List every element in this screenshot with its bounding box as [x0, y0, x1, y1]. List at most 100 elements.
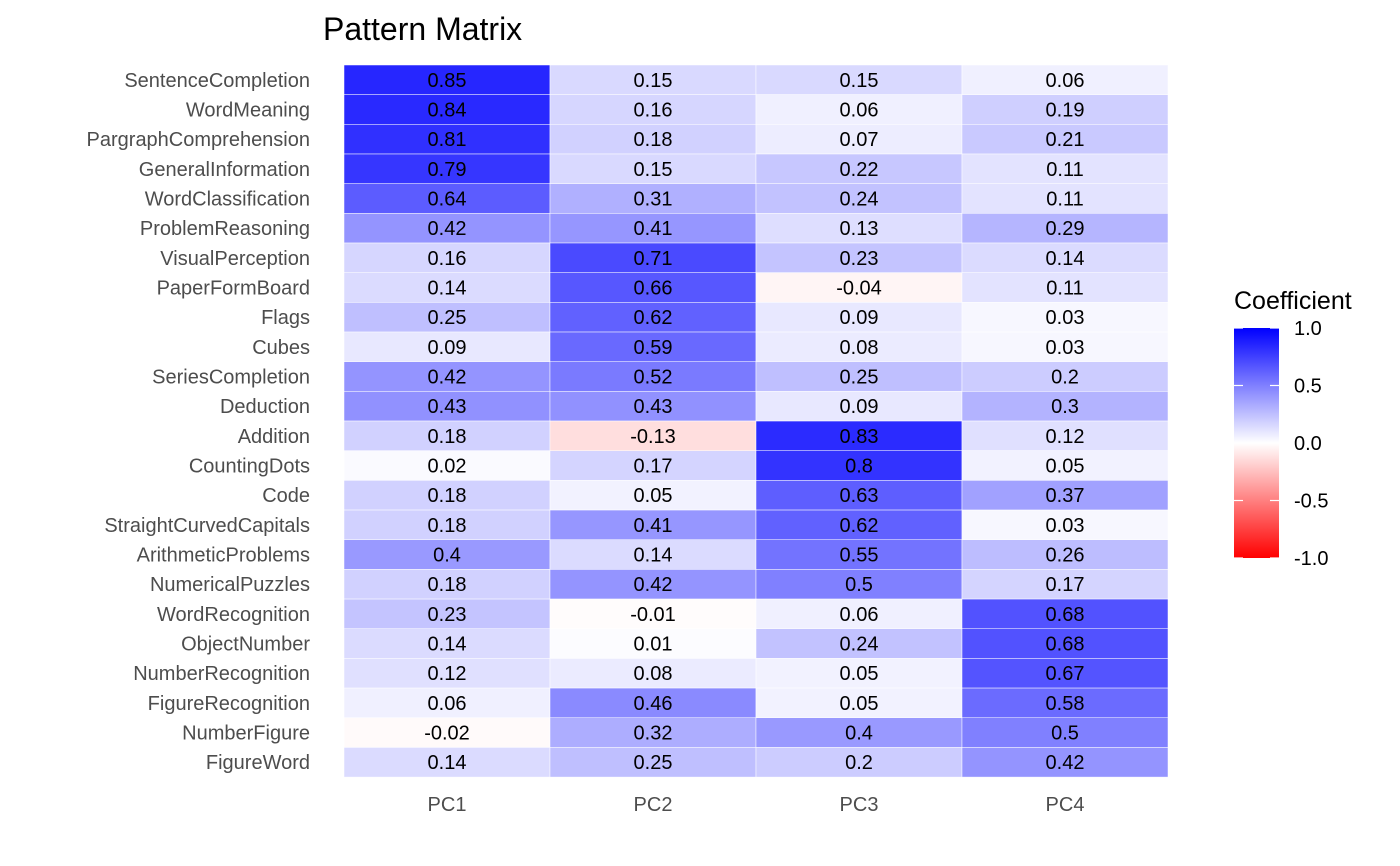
heatmap-cell: [343, 628, 551, 659]
cell-value-label: 0.25: [840, 367, 879, 389]
cell-value-label: 0.68: [1046, 604, 1085, 626]
heatmap-cell: [549, 183, 757, 214]
cell-value-label: 0.15: [634, 159, 673, 181]
cell-value-label: 0.41: [634, 218, 673, 240]
heatmap-cell: [343, 213, 551, 244]
heatmap-cell: [549, 628, 757, 659]
cell-value-label: 0.31: [634, 189, 673, 211]
cell-value-label: 0.4: [845, 723, 873, 745]
cell-value-label: 0.29: [1046, 218, 1085, 240]
cell-value-label: 0.08: [634, 663, 673, 685]
cell-value-label: 0.79: [428, 159, 467, 181]
y-axis-tick-label: FigureRecognition: [148, 693, 310, 715]
heatmap-cell: [755, 539, 963, 570]
cell-value-label: 0.08: [840, 337, 879, 359]
cell-value-label: 0.03: [1046, 307, 1085, 329]
y-axis-tick-label: PaperFormBoard: [157, 278, 310, 300]
cell-value-label: 0.18: [428, 426, 467, 448]
cell-value-label: 0.4: [433, 545, 461, 567]
heatmap-cell: [549, 747, 757, 778]
x-axis-tick-label: PC1: [428, 794, 467, 816]
cell-value-label: 0.24: [840, 634, 879, 656]
y-axis-tick-label: SeriesCompletion: [152, 367, 310, 389]
heatmap-cell: [549, 539, 757, 570]
heatmap-cell: [961, 717, 1169, 748]
cell-value-label: 0.17: [634, 456, 673, 478]
y-axis-tick-label: Flags: [261, 307, 310, 329]
cell-value-label: 0.11: [1046, 189, 1083, 211]
cell-value-label: -0.04: [836, 278, 882, 300]
heatmap-cell: [343, 480, 551, 511]
cell-value-label: 0.11: [1046, 278, 1083, 300]
y-axis-tick-label: WordMeaning: [186, 100, 310, 122]
heatmap-cell: [549, 213, 757, 244]
heatmap-cell: [755, 628, 963, 659]
cell-value-label: 0.58: [1046, 693, 1085, 715]
cell-value-label: 0.42: [428, 218, 467, 240]
y-axis-tick-label: Deduction: [220, 396, 310, 418]
cell-value-label: 0.09: [840, 307, 879, 329]
heatmap-cell: [549, 687, 757, 718]
cell-value-label: 0.83: [840, 426, 879, 448]
cell-value-label: 0.42: [428, 367, 467, 389]
heatmap-cell: [549, 569, 757, 600]
cell-value-label: 0.22: [840, 159, 879, 181]
cell-value-label: 0.18: [428, 515, 467, 537]
cell-value-label: 0.07: [840, 129, 879, 151]
cell-value-label: 0.68: [1046, 634, 1085, 656]
heatmap-cell: [755, 391, 963, 422]
cell-value-label: 0.84: [428, 100, 467, 122]
heatmap-cell: [961, 628, 1169, 659]
heatmap-cell: [343, 242, 551, 273]
cell-value-label: 0.23: [840, 248, 879, 270]
legend-tick-label: 1.0: [1294, 318, 1322, 340]
heatmap-cells: [343, 64, 1169, 778]
cell-value-label: 0.2: [845, 752, 873, 774]
heatmap-cell: [961, 569, 1169, 600]
cell-value-label: 0.52: [634, 367, 673, 389]
heatmap-cell: [343, 658, 551, 689]
heatmap-cell: [961, 361, 1169, 392]
heatmap-cell: [343, 183, 551, 214]
heatmap-cell: [961, 331, 1169, 362]
heatmap-cell: [343, 153, 551, 184]
heatmap-cell: [755, 717, 963, 748]
heatmap-cell: [961, 658, 1169, 689]
cell-value-label: 0.18: [428, 485, 467, 507]
cell-value-label: 0.06: [840, 100, 879, 122]
y-axis-tick-label: WordClassification: [145, 189, 310, 211]
cell-value-label: 0.5: [1051, 723, 1079, 745]
y-axis-tick-label: ArithmeticProblems: [137, 545, 310, 567]
heatmap-cell: [961, 153, 1169, 184]
y-axis-tick-label: ObjectNumber: [181, 634, 310, 656]
heatmap-cell: [961, 420, 1169, 451]
heatmap-cell: [343, 420, 551, 451]
heatmap-cell: [343, 569, 551, 600]
cell-value-label: 0.43: [428, 396, 467, 418]
cell-value-label: 0.66: [634, 278, 673, 300]
cell-value-label: 0.81: [428, 129, 467, 151]
cell-value-label: 0.42: [634, 574, 673, 596]
cell-value-label: 0.16: [634, 100, 673, 122]
legend-tick-label: -1.0: [1294, 548, 1328, 570]
cell-value-label: 0.06: [428, 693, 467, 715]
cell-value-label: 0.03: [1046, 337, 1085, 359]
cell-value-label: 0.15: [634, 70, 673, 92]
heatmap-cell-labels: 0.85 0.15 0.15 0.06 0.84 0.16 0.06 0.19 0.81 0.18…: [424, 70, 1084, 774]
heatmap-cell: [343, 272, 551, 303]
heatmap-cell: [755, 302, 963, 333]
heatmap-cell: [343, 598, 551, 629]
cell-value-label: 0.26: [1046, 545, 1085, 567]
heatmap-cell: [755, 747, 963, 778]
heatmap-cell: [755, 183, 963, 214]
cell-value-label: 0.14: [1046, 248, 1085, 270]
heatmap-cell: [961, 124, 1169, 155]
heatmap-cell: [755, 272, 963, 303]
y-axis-tick-label: NumberFigure: [182, 723, 310, 745]
heatmap-cell: [549, 124, 757, 155]
heatmap-cell: [961, 64, 1169, 95]
cell-value-label: 0.06: [840, 604, 879, 626]
y-axis-tick-label: GeneralInformation: [139, 159, 310, 181]
cell-value-label: 0.15: [840, 70, 879, 92]
x-axis-labels: PC1 PC2 PC3 PC4: [428, 794, 1085, 816]
